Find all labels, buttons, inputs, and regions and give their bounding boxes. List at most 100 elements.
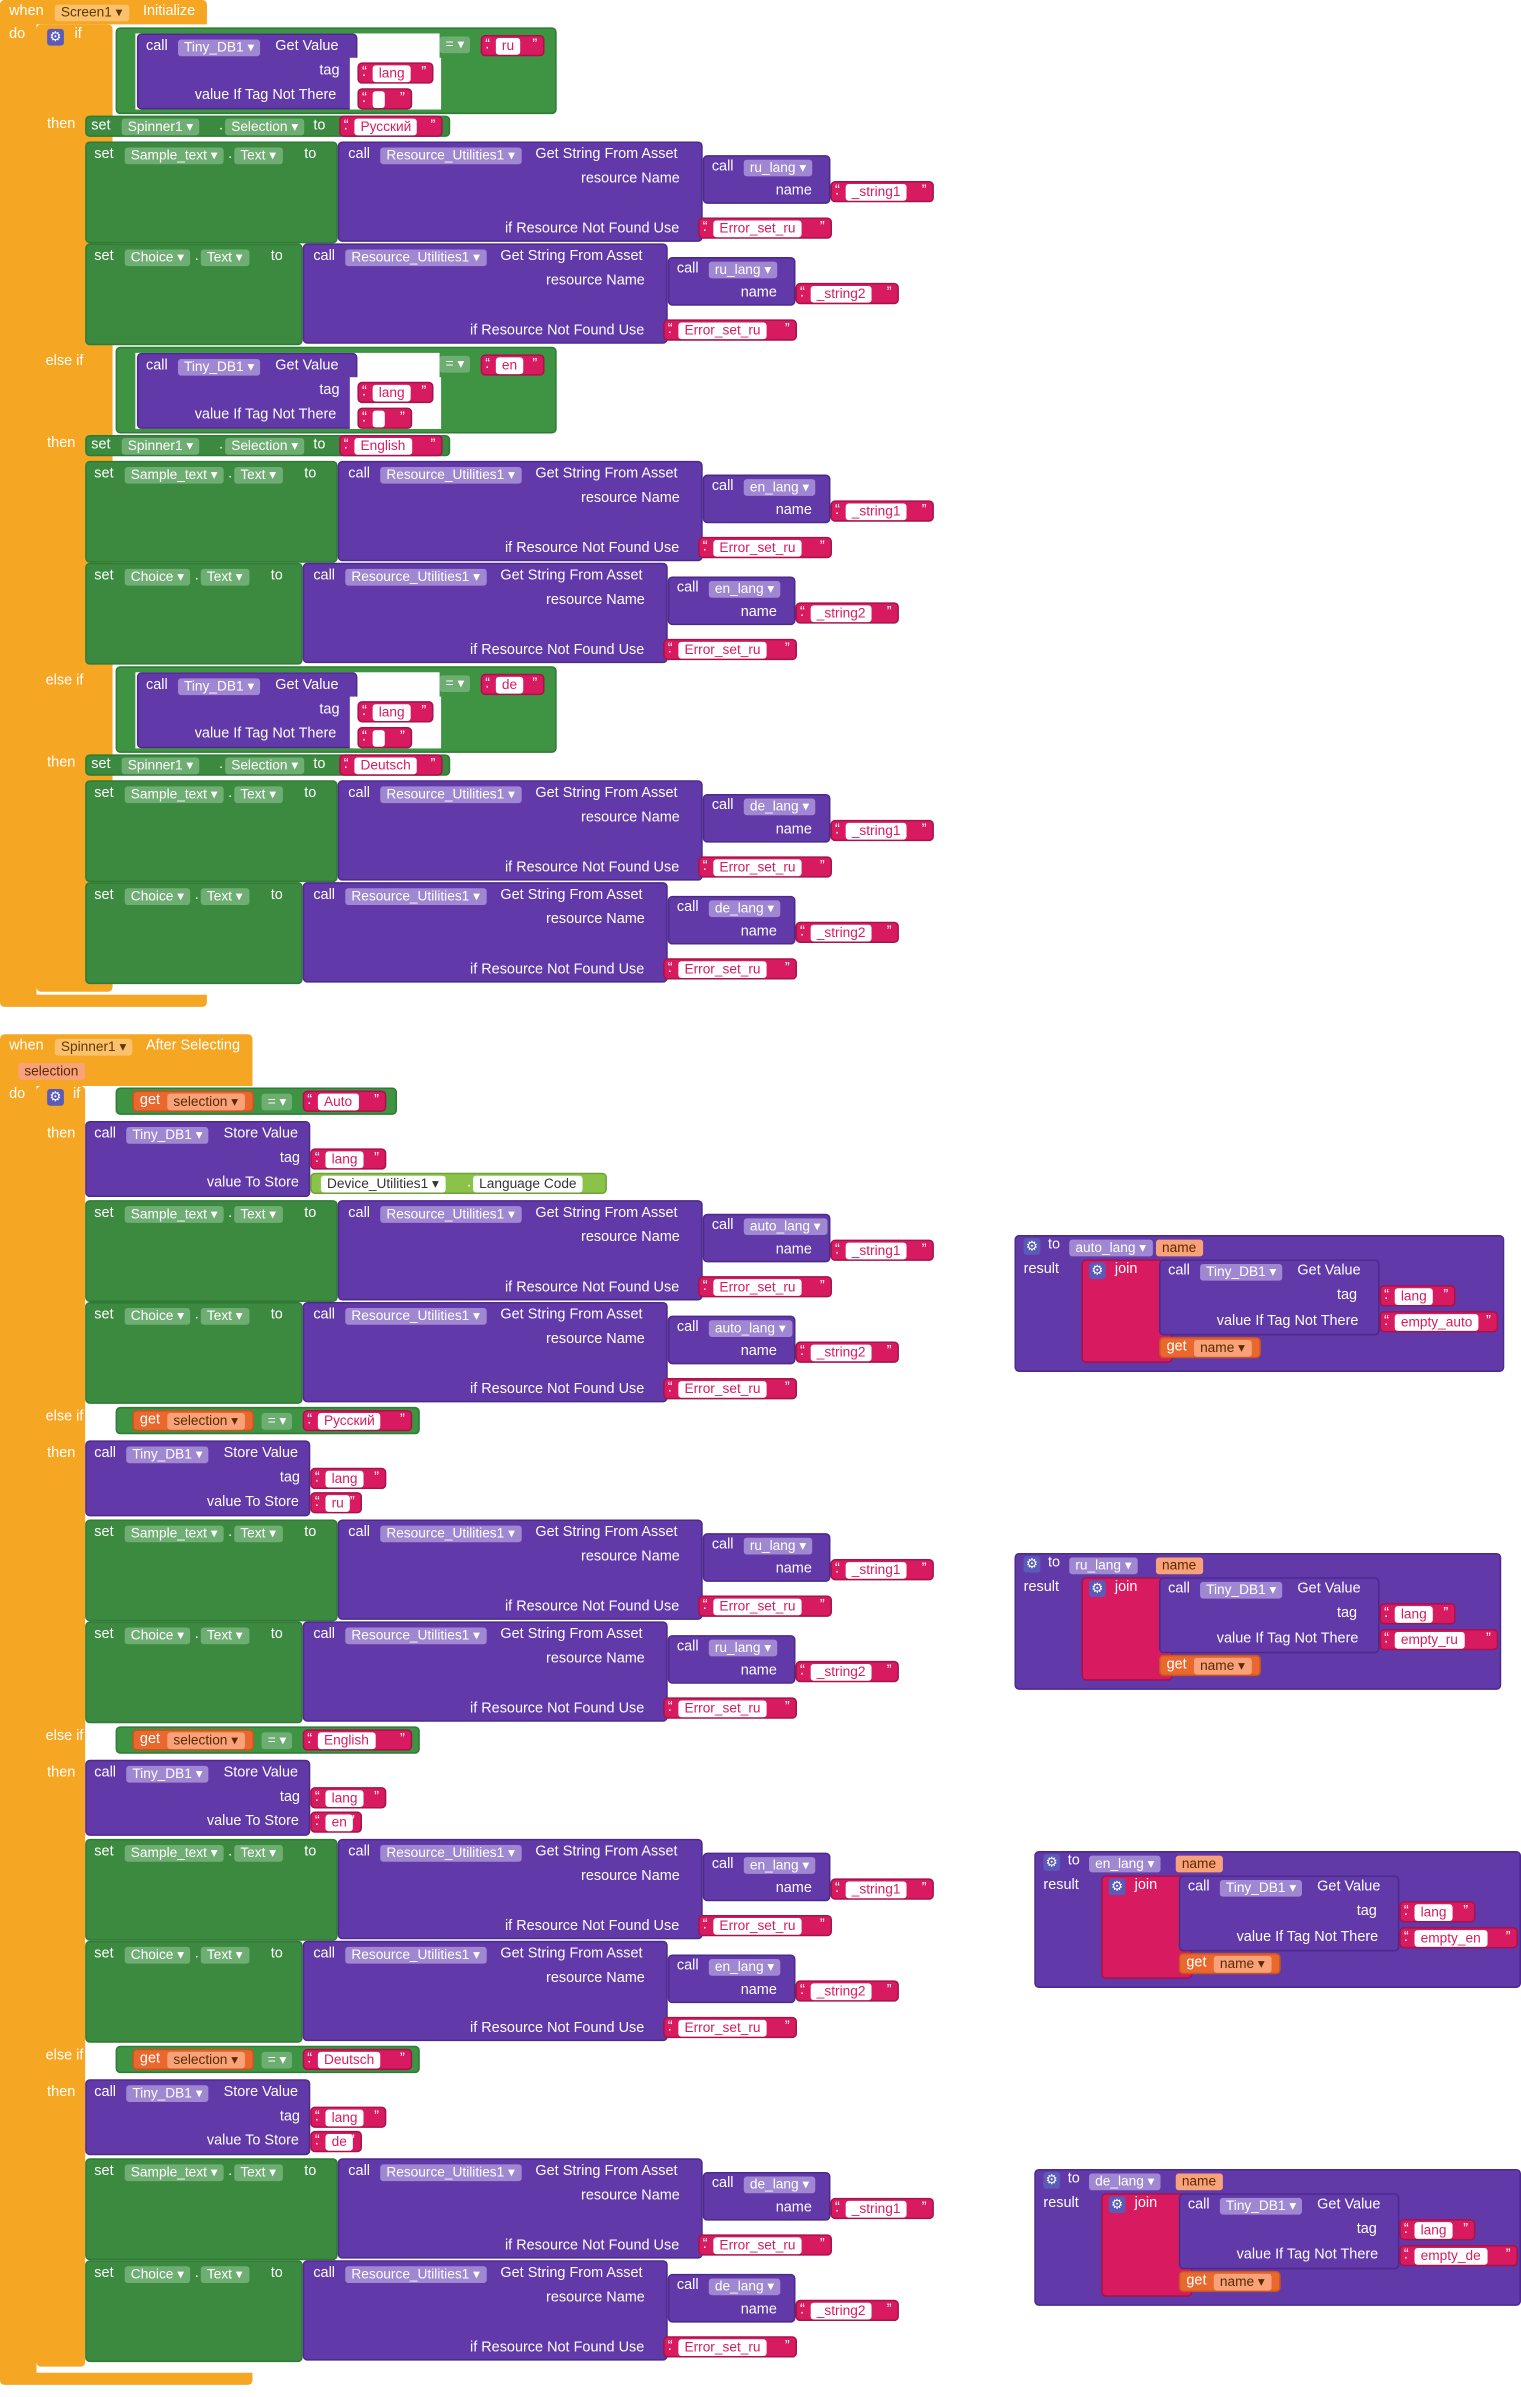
tag-text[interactable]: lang [1394,1288,1433,1306]
text-component-dropdown[interactable]: Sample_text ▾ [124,786,224,804]
default-text[interactable]: empty_ru [1394,1632,1465,1649]
resource-utilities-dropdown[interactable]: Resource_Utilities1 ▾ [345,568,487,586]
procedure-parameter[interactable]: name [1175,2173,1223,2191]
tag-text[interactable]: lang [325,2109,364,2127]
set-text-block[interactable] [85,562,303,665]
set-text-block[interactable] [85,1940,303,2043]
variable-dropdown[interactable]: selection ▾ [167,1413,245,1430]
selection-property-dropdown[interactable]: Selection ▾ [225,438,305,455]
tag-text[interactable]: lang [1394,1606,1433,1623]
text-component-dropdown[interactable]: Choice ▾ [124,2266,191,2284]
text-component-dropdown[interactable]: Choice ▾ [124,1946,191,1964]
default-text[interactable] [372,730,385,747]
tag-text[interactable]: lang [325,1151,364,1169]
resource-utilities-dropdown[interactable]: Resource_Utilities1 ▾ [380,1206,522,1223]
selection-property-dropdown[interactable]: Selection ▾ [225,757,305,775]
set-text-block[interactable] [85,243,303,346]
text-property-dropdown[interactable]: Text ▾ [234,786,283,804]
text-property-dropdown[interactable]: Text ▾ [234,466,283,484]
set-text-block[interactable] [85,1621,303,1724]
compare-operator-dropdown[interactable]: = ▾ [439,36,471,54]
procedure-name-field[interactable]: de_lang ▾ [1089,2173,1161,2191]
compare-value-text[interactable]: Русский [317,1413,381,1430]
tinydb-get-value-block[interactable] [136,672,358,749]
compare-value-text[interactable]: Deutsch [317,2051,381,2069]
tinydb-component-dropdown[interactable]: Tiny_DB1 ▾ [177,678,261,696]
text-property-dropdown[interactable]: Text ▾ [234,147,283,165]
mutator-gear-icon[interactable]: ⚙ [47,28,64,46]
procedure-dropdown[interactable]: de_lang ▾ [743,2176,816,2194]
procedure-parameter[interactable]: name [1175,1855,1223,1873]
procedure-dropdown[interactable]: ru_lang ▾ [743,159,813,177]
device-utilities-dropdown[interactable]: Device_Utilities1 ▾ [320,1175,445,1193]
name-text[interactable]: _string2 [810,285,872,303]
tinydb-component-dropdown[interactable]: Tiny_DB1 ▾ [126,1765,209,1783]
error-text[interactable]: Error_set_ru [713,539,802,557]
procedure-dropdown[interactable]: ru_lang ▾ [708,261,778,279]
mutator-gear-icon[interactable]: ⚙ [1108,2196,1126,2214]
compare-value-text[interactable]: English [317,1732,375,1750]
mutator-gear-icon[interactable]: ⚙ [1043,2171,1061,2189]
tag-text[interactable]: lang [372,65,411,83]
screen-component-dropdown[interactable]: Screen1 ▾ [54,4,129,22]
mutator-gear-icon[interactable]: ⚙ [47,1089,64,1106]
spinner-component-dropdown[interactable]: Spinner1 ▾ [121,757,200,775]
name-text[interactable]: _string1 [845,2200,907,2218]
procedure-dropdown[interactable]: de_lang ▾ [743,798,816,816]
name-text[interactable]: _string2 [810,1663,872,1681]
text-property-dropdown[interactable]: Text ▾ [200,568,249,586]
name-text[interactable]: _string2 [810,2302,872,2320]
name-text[interactable]: _string2 [810,924,872,942]
tinydb-component-dropdown[interactable]: Tiny_DB1 ▾ [177,39,261,57]
default-text[interactable] [372,410,385,428]
text-component-dropdown[interactable]: Sample_text ▾ [124,2164,224,2182]
selection-property-dropdown[interactable]: Selection ▾ [225,118,305,136]
procedure-dropdown[interactable]: de_lang ▾ [708,2278,781,2296]
error-text[interactable]: Error_set_ru [713,1598,802,1616]
tinydb-component-dropdown[interactable]: Tiny_DB1 ▾ [177,358,261,376]
text-property-dropdown[interactable]: Text ▾ [200,1308,249,1325]
text-property-dropdown[interactable]: Text ▾ [200,2266,249,2284]
variable-dropdown[interactable]: name ▾ [1213,1956,1271,1973]
text-component-dropdown[interactable]: Sample_text ▾ [124,1206,224,1223]
procedure-name-field[interactable]: auto_lang ▾ [1069,1239,1153,1257]
text-property-dropdown[interactable]: Text ▾ [200,888,249,905]
procedure-name-field[interactable]: en_lang ▾ [1089,1855,1161,1873]
resource-utilities-dropdown[interactable]: Resource_Utilities1 ▾ [345,1308,487,1325]
resource-utilities-dropdown[interactable]: Resource_Utilities1 ▾ [380,786,522,804]
tinydb-component-dropdown[interactable]: Tiny_DB1 ▾ [126,1446,209,1464]
variable-dropdown[interactable]: selection ▾ [167,1732,245,1750]
compare-operator-dropdown[interactable]: = ▾ [261,2051,293,2069]
procedure-parameter[interactable]: name [1155,1239,1203,1257]
spinner-component-dropdown[interactable]: Spinner1 ▾ [121,118,200,136]
text-property-dropdown[interactable]: Text ▾ [234,1844,283,1862]
resource-utilities-dropdown[interactable]: Resource_Utilities1 ▾ [345,2266,487,2284]
name-text[interactable]: _string1 [845,184,907,201]
mutator-gear-icon[interactable]: ⚙ [1043,1854,1061,1871]
procedure-dropdown[interactable]: en_lang ▾ [743,1857,816,1874]
error-text[interactable]: Error_set_ru [678,2019,767,2037]
event-parameter-selection[interactable]: selection [18,1063,85,1080]
compare-operator-dropdown[interactable]: = ▾ [261,1093,293,1111]
store-value-text[interactable]: de [325,2133,353,2151]
mutator-gear-icon[interactable]: ⚙ [1023,1555,1041,1573]
text-property-dropdown[interactable]: Text ▾ [234,2164,283,2182]
compare-operator-dropdown[interactable]: = ▾ [261,1732,293,1750]
variable-dropdown[interactable]: name ▾ [1213,2273,1271,2291]
text-component-dropdown[interactable]: Choice ▾ [124,249,191,267]
set-text-block[interactable] [85,882,303,985]
text-component-dropdown[interactable]: Sample_text ▾ [124,147,224,165]
procedure-dropdown[interactable]: en_lang ▾ [708,581,781,598]
resource-utilities-dropdown[interactable]: Resource_Utilities1 ▾ [380,147,522,165]
tinydb-component-dropdown[interactable]: Tiny_DB1 ▾ [126,2085,209,2103]
tinydb-component-dropdown[interactable]: Tiny_DB1 ▾ [1219,1879,1303,1897]
procedure-name-field[interactable]: ru_lang ▾ [1069,1557,1138,1575]
mutator-gear-icon[interactable]: ⚙ [1023,1238,1041,1255]
tinydb-component-dropdown[interactable]: Tiny_DB1 ▾ [126,1127,209,1144]
text-property-dropdown[interactable]: Text ▾ [200,1946,249,1964]
variable-dropdown[interactable]: selection ▾ [167,2051,245,2069]
selection-text[interactable]: English [354,438,412,455]
resource-utilities-dropdown[interactable]: Resource_Utilities1 ▾ [345,1946,487,1964]
name-text[interactable]: _string2 [810,1344,872,1362]
text-component-dropdown[interactable]: Sample_text ▾ [124,1844,224,1862]
